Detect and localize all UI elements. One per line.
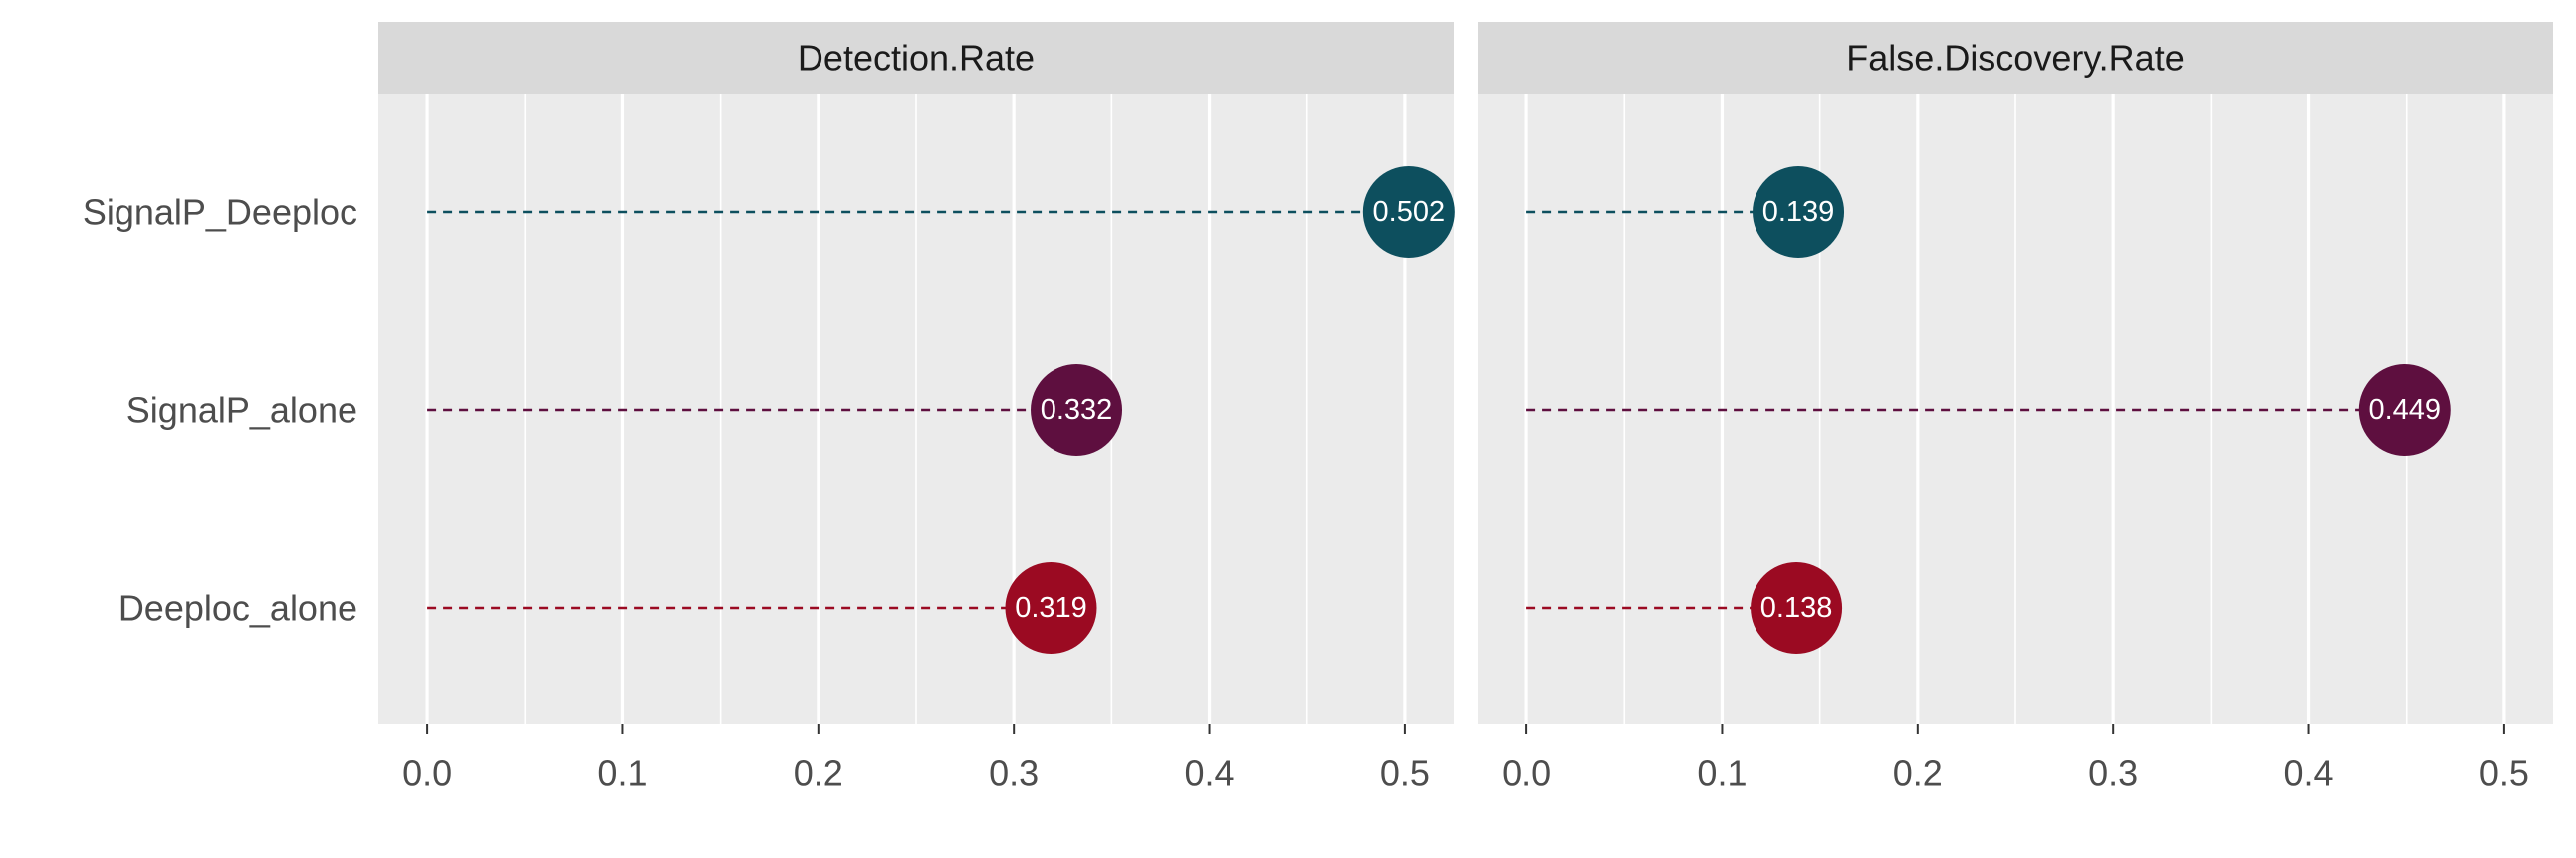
lollipop-point bbox=[1031, 364, 1123, 456]
x-tick-label: 0.5 bbox=[2479, 753, 2529, 794]
category-label: SignalP_Deeploc bbox=[83, 192, 357, 233]
value-label: 0.319 bbox=[1015, 592, 1087, 624]
x-tick-label: 0.1 bbox=[1697, 753, 1747, 794]
value-label: 0.449 bbox=[2368, 394, 2441, 426]
x-tick-label: 0.4 bbox=[2284, 753, 2334, 794]
lollipop-point bbox=[2358, 364, 2451, 456]
lollipop-point bbox=[1362, 166, 1455, 258]
category-label: SignalP_alone bbox=[126, 390, 357, 431]
x-tick-label: 0.0 bbox=[402, 753, 452, 794]
x-tick-label: 0.4 bbox=[1185, 753, 1235, 794]
facet-strip bbox=[1478, 22, 2553, 94]
x-tick-label: 0.1 bbox=[597, 753, 647, 794]
x-tick-label: 0.2 bbox=[1893, 753, 1943, 794]
category-labels: SignalP_Deeploc SignalP_alone Deeploc_alon… bbox=[83, 192, 357, 629]
value-label: 0.502 bbox=[1373, 196, 1446, 228]
x-tick-label: 0.0 bbox=[1502, 753, 1551, 794]
x-tick-label: 0.3 bbox=[989, 753, 1039, 794]
lollipop-point bbox=[1751, 562, 1843, 654]
lollipop-point bbox=[1753, 166, 1845, 258]
facet-title: Detection.Rate bbox=[798, 38, 1035, 79]
x-tick-label: 0.5 bbox=[1380, 753, 1430, 794]
facet-strip bbox=[378, 22, 1454, 94]
value-label: 0.332 bbox=[1041, 394, 1113, 426]
facet-title: False.Discovery.Rate bbox=[1846, 38, 2184, 79]
category-label: Deeploc_alone bbox=[118, 588, 357, 629]
facet-detection-rate: Detection.Rate 0.0 0.1 0.2 0.3 0.4 0.5 0.502 0.3… bbox=[378, 22, 1455, 794]
lollipop-point bbox=[1005, 562, 1097, 654]
value-label: 0.138 bbox=[1760, 592, 1833, 624]
x-tick-label: 0.3 bbox=[2088, 753, 2138, 794]
value-label: 0.139 bbox=[1762, 196, 1835, 228]
x-tick-label: 0.2 bbox=[794, 753, 843, 794]
facet-false-discovery-rate: False.Discovery.Rate 0.0 0.1 0.2 0.3 0.4 0.5 0.… bbox=[1478, 22, 2553, 794]
